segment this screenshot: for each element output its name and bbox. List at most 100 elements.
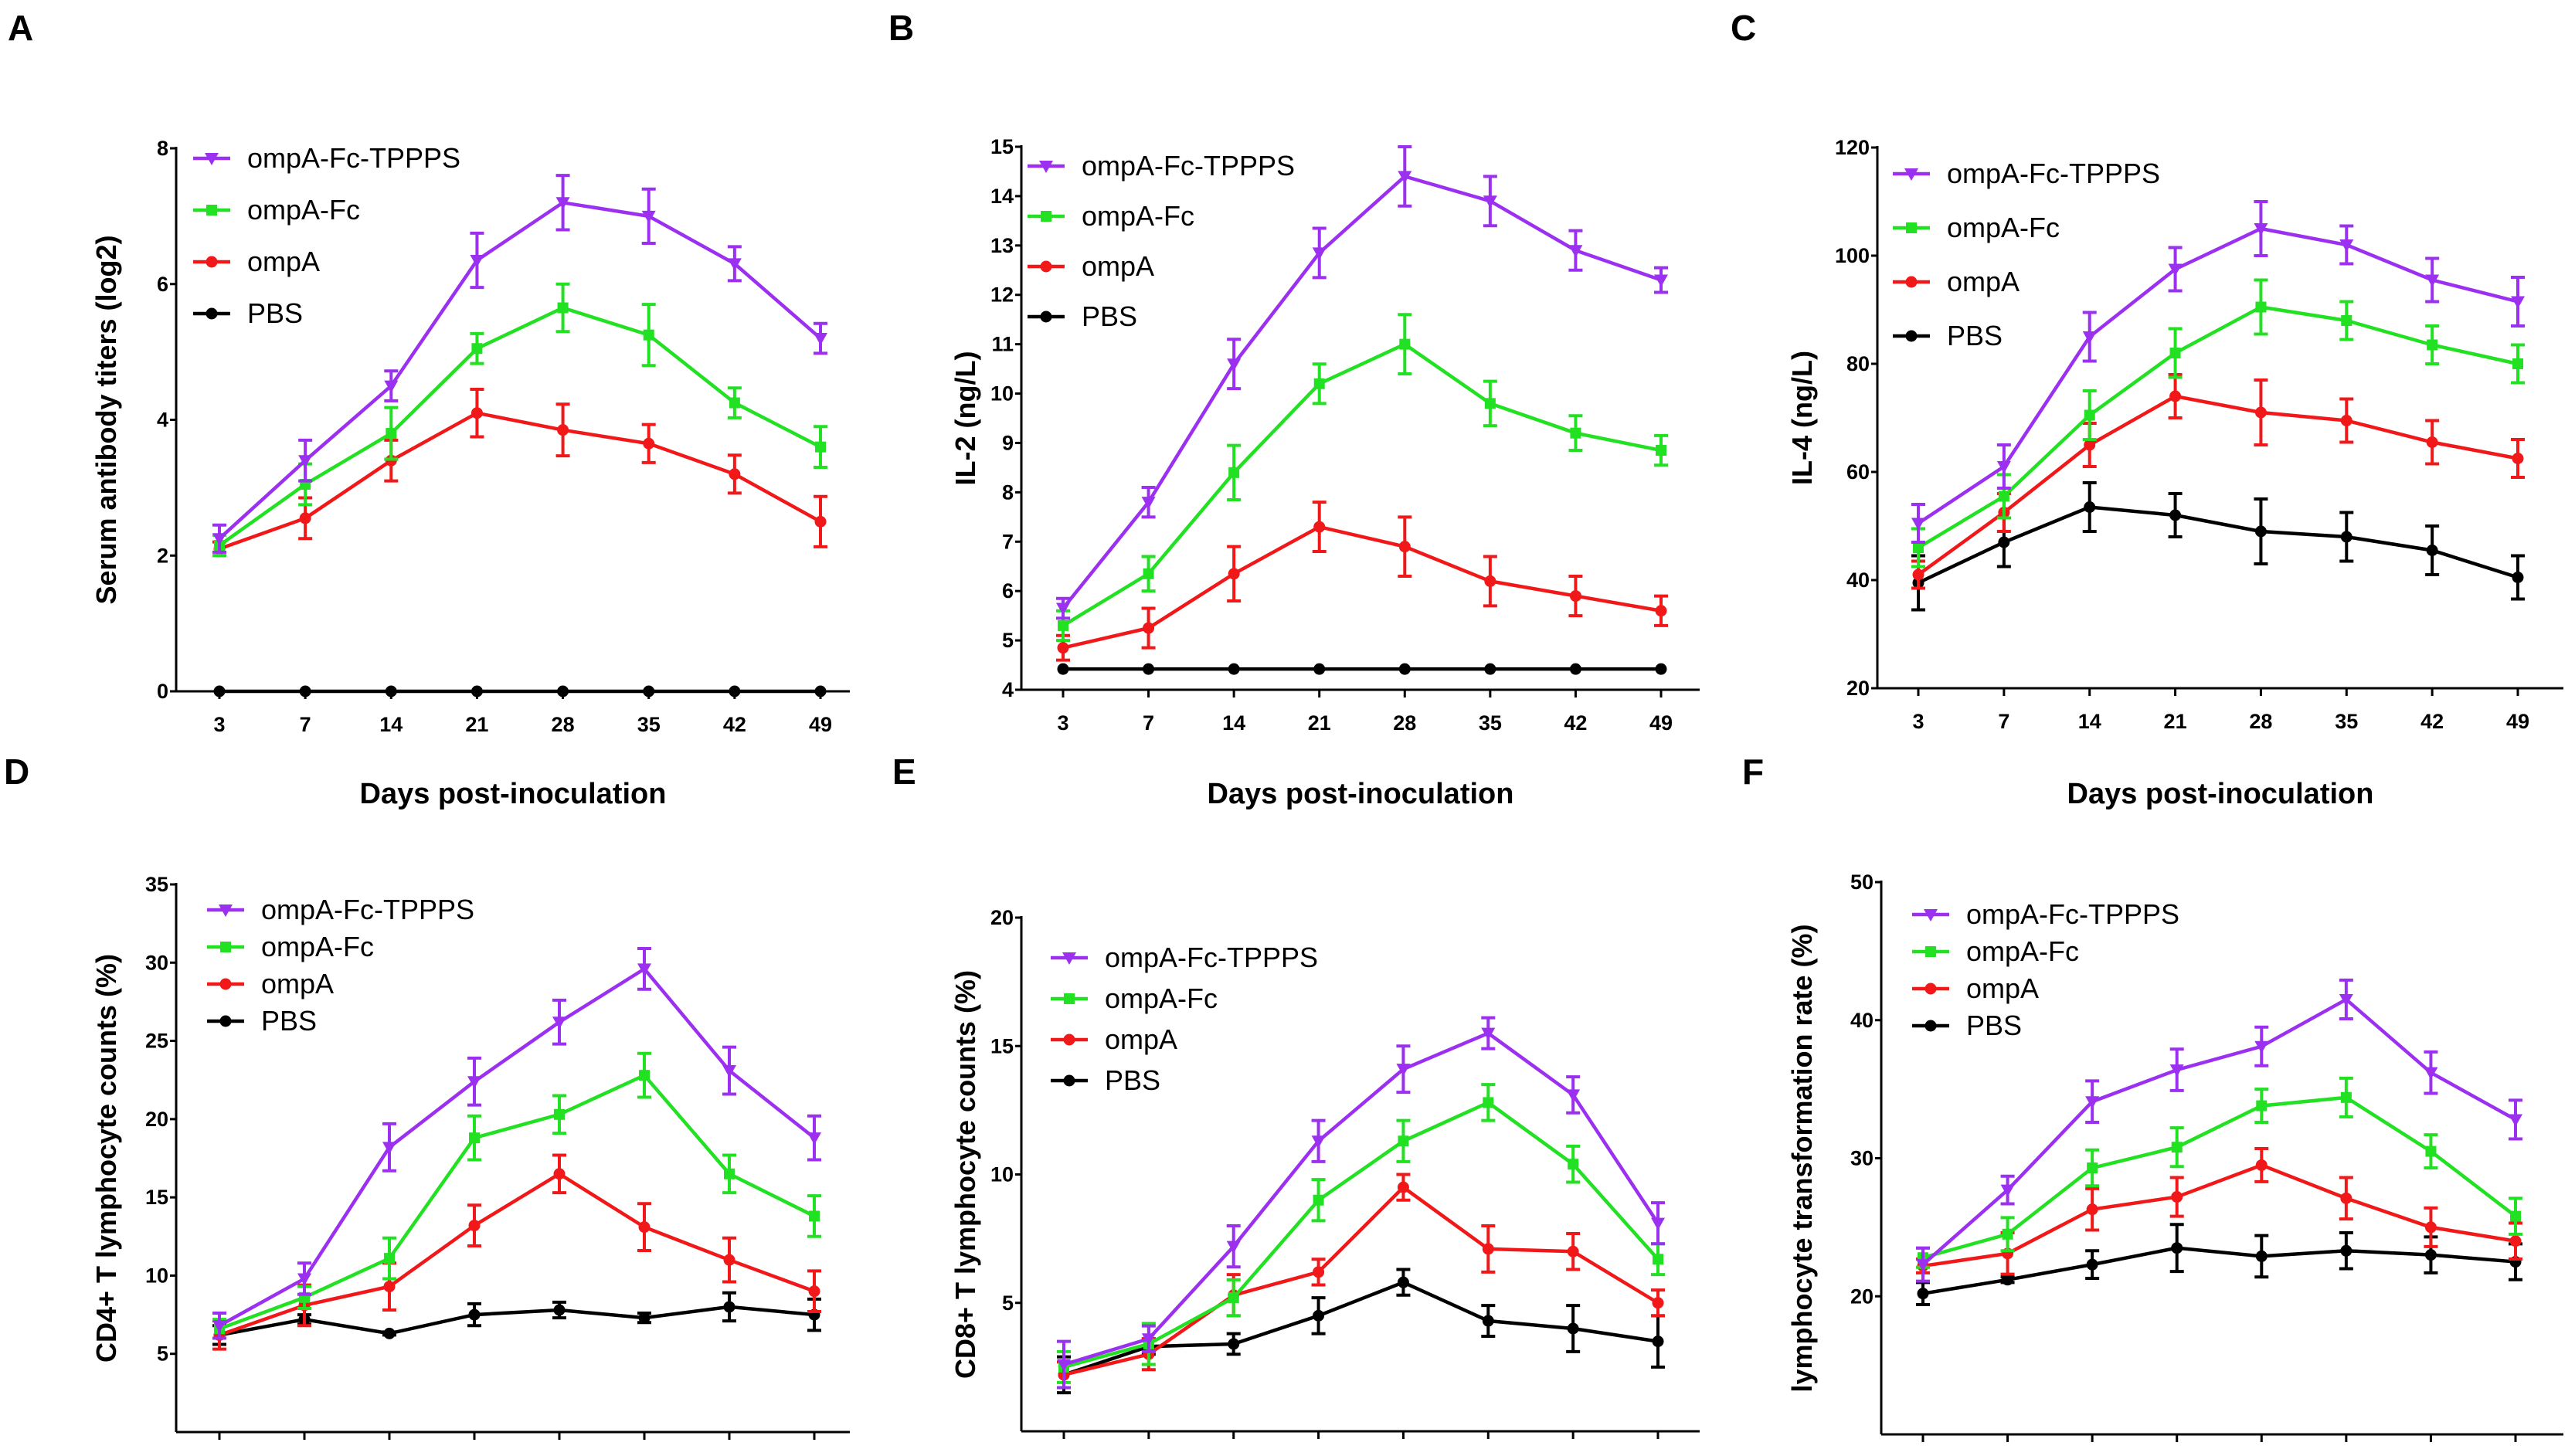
circle-marker bbox=[470, 407, 483, 419]
legend-item: PBS bbox=[1893, 320, 2003, 351]
triangle-down-marker bbox=[1062, 952, 1076, 965]
square-marker bbox=[1925, 946, 1936, 957]
circle-marker bbox=[468, 1308, 481, 1321]
y-tick-label: 0 bbox=[157, 680, 168, 703]
circle-marker bbox=[1228, 663, 1240, 675]
square-marker bbox=[1041, 211, 1051, 222]
x-tick-label: 7 bbox=[1143, 711, 1154, 735]
triangle-down-marker bbox=[814, 333, 827, 346]
square-marker bbox=[2510, 1210, 2521, 1222]
triangle-down-marker bbox=[1916, 1259, 1930, 1272]
circle-marker bbox=[2086, 1258, 2098, 1271]
y-tick-label: 120 bbox=[1835, 136, 1870, 159]
circle-marker bbox=[2424, 1221, 2437, 1234]
circle-marker bbox=[2340, 1192, 2352, 1204]
triangle-down-marker bbox=[1481, 1027, 1496, 1040]
circle-marker bbox=[2512, 453, 2524, 464]
circle-marker bbox=[1569, 663, 1581, 675]
square-marker bbox=[2512, 358, 2523, 369]
triangle-down-marker bbox=[637, 963, 651, 976]
series-line bbox=[1063, 1185, 1659, 1377]
series-line bbox=[1922, 1246, 2516, 1295]
circle-marker bbox=[2002, 1274, 2014, 1286]
legend-label: ompA-Fc-TPPPS bbox=[247, 142, 460, 174]
legend-label: ompA-Fc-TPPPS bbox=[1947, 158, 2160, 189]
circle-marker bbox=[468, 1220, 481, 1232]
circle-marker bbox=[638, 1221, 651, 1234]
legend-label: ompA-Fc bbox=[1082, 200, 1194, 232]
circle-marker bbox=[1040, 260, 1052, 273]
circle-marker bbox=[2340, 1244, 2352, 1257]
circle-marker bbox=[1924, 983, 1937, 995]
x-tick-label: 21 bbox=[465, 713, 488, 736]
square-marker bbox=[206, 205, 217, 216]
x-tick-label: 7 bbox=[300, 713, 311, 736]
legend-item: ompA-Fc bbox=[193, 194, 360, 226]
triangle-down-marker bbox=[2085, 1096, 2100, 1109]
square-marker bbox=[1656, 445, 1666, 456]
x-tick-label: 42 bbox=[718, 1454, 741, 1456]
y-tick-label: 25 bbox=[145, 1030, 168, 1053]
circle-marker bbox=[808, 1285, 820, 1298]
series-ompa bbox=[1056, 501, 1668, 662]
square-marker bbox=[1568, 1159, 1579, 1170]
circle-marker bbox=[1655, 663, 1667, 675]
square-marker bbox=[384, 1253, 395, 1264]
circle-marker bbox=[2086, 1203, 2098, 1216]
circle-marker bbox=[1917, 1288, 1929, 1300]
circle-marker bbox=[1905, 276, 1918, 288]
x-tick-label: 21 bbox=[1308, 711, 1331, 735]
series-ompa-fc bbox=[1056, 313, 1668, 643]
triangle-down-marker bbox=[2169, 1064, 2184, 1078]
y-tick-label: 20 bbox=[1846, 677, 1870, 700]
circle-marker bbox=[1040, 311, 1052, 323]
circle-marker bbox=[1063, 1033, 1075, 1046]
y-tick-label: 12 bbox=[990, 283, 1014, 307]
y-tick-label: 4 bbox=[1002, 678, 1014, 701]
panel-label: B bbox=[888, 8, 914, 48]
legend-label: PBS bbox=[1105, 1064, 1160, 1096]
x-tick-label: 49 bbox=[803, 1454, 826, 1456]
square-marker bbox=[1313, 378, 1325, 389]
triangle-down-marker bbox=[2254, 1040, 2269, 1054]
square-marker bbox=[2087, 1162, 2098, 1174]
legend-label: ompA-Fc-TPPPS bbox=[1105, 942, 1318, 973]
circle-marker bbox=[553, 1168, 566, 1180]
series-line bbox=[1063, 1031, 1659, 1366]
legend-item: ompA bbox=[1051, 1023, 1177, 1055]
legend-label: PBS bbox=[1947, 320, 2003, 351]
chart-panel-a: A 0 2 4 6 8 3 7 14 21 28 35 42 49 Days post-inoculatio… bbox=[8, 8, 850, 810]
square-marker bbox=[809, 1210, 820, 1222]
circle-marker bbox=[2169, 509, 2182, 521]
triangle-down-marker bbox=[727, 258, 742, 271]
x-tick-label: 7 bbox=[1143, 1453, 1154, 1456]
series-ompa-fc-tppps bbox=[212, 174, 827, 554]
triangle-down-marker bbox=[1651, 1217, 1665, 1230]
square-marker bbox=[1998, 490, 2009, 502]
circle-marker bbox=[814, 515, 827, 528]
triangle-down-marker bbox=[807, 1132, 821, 1145]
x-tick-label: 21 bbox=[1307, 1453, 1330, 1456]
circle-marker bbox=[1567, 1322, 1579, 1335]
y-tick-label: 6 bbox=[1002, 579, 1014, 602]
square-marker bbox=[1484, 398, 1496, 409]
circle-marker bbox=[1143, 622, 1155, 634]
panel-label: A bbox=[8, 8, 33, 48]
chart-panel-e: E 5 10 15 20 3 7 14 21 28 35 42 49 Days post-inoculat… bbox=[892, 752, 1700, 1456]
circle-marker bbox=[2169, 390, 2182, 402]
legend-item: ompA-Fc-TPPPS bbox=[1028, 150, 1295, 182]
circle-marker bbox=[1482, 1243, 1494, 1255]
circle-marker bbox=[1313, 521, 1326, 533]
circle-marker bbox=[383, 1327, 396, 1339]
series-line bbox=[219, 1305, 815, 1337]
triangle-down-marker bbox=[2339, 239, 2354, 252]
circle-marker bbox=[1057, 663, 1069, 675]
series-line bbox=[219, 411, 822, 551]
legend-label: ompA bbox=[261, 968, 334, 1000]
circle-marker bbox=[1398, 541, 1411, 553]
chart-panel-c: C 20 40 60 80 100 120 3 7 14 21 28 35 42 49 Days post-i… bbox=[1731, 8, 2563, 810]
circle-marker bbox=[2084, 439, 2096, 451]
circle-marker bbox=[553, 1304, 566, 1316]
square-marker bbox=[2427, 339, 2438, 351]
x-axis-label: Days post-inoculation bbox=[2067, 778, 2374, 810]
